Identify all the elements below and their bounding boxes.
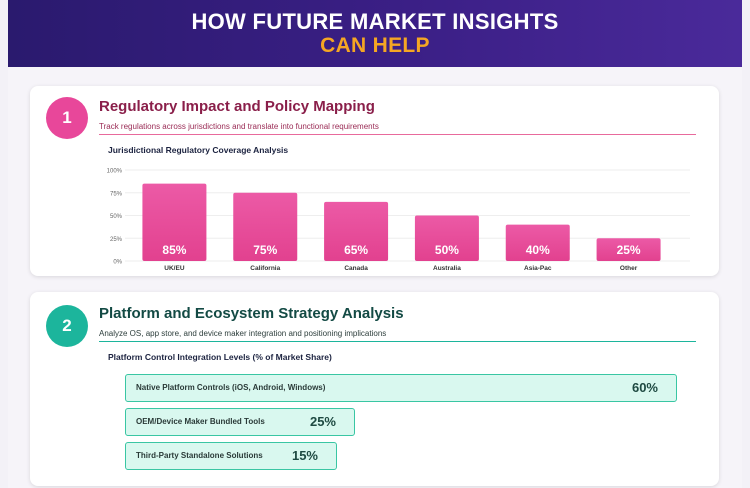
bar xyxy=(142,183,207,261)
section-number-badge: 1 xyxy=(46,97,88,139)
hbar: Native Platform Controls (iOS, Android, … xyxy=(125,374,677,402)
hbar: OEM/Device Maker Bundled Tools 25% xyxy=(125,408,355,436)
bar-value-label: 50% xyxy=(435,243,459,257)
hbar-category-label: OEM/Device Maker Bundled Tools xyxy=(136,417,265,426)
bar-value-label: 25% xyxy=(617,243,641,257)
y-tick-label: 50% xyxy=(110,214,123,220)
y-tick-label: 75% xyxy=(110,191,123,197)
y-tick-label: 0% xyxy=(113,260,122,266)
x-category-label: Asia-Pac xyxy=(524,265,552,272)
coverage-bar-chart: 0% 25% 50% 75% 100% 85% UK/EU 75% California 65% C… xyxy=(107,169,690,272)
section-subtitle: Analyze OS, app store, and device maker … xyxy=(99,329,387,338)
hbar-value-label: 15% xyxy=(291,448,318,463)
section-title: Platform and Ecosystem Strategy Analysis xyxy=(99,305,404,322)
hbar-value-label: 25% xyxy=(309,414,336,429)
bar xyxy=(324,201,389,261)
bar-value-label: 85% xyxy=(162,243,186,257)
section-card-regulatory: 1 Regulatory Impact and Policy Mapping T… xyxy=(30,86,719,276)
y-tick-label: 100% xyxy=(107,169,123,175)
x-category-label: UK/EU xyxy=(164,265,185,272)
x-category-label: Australia xyxy=(433,265,461,272)
section-subtitle: Track regulations across jurisdictions a… xyxy=(99,122,379,131)
header-title: HOW FUTURE MARKET INSIGHTS xyxy=(191,9,559,34)
page-header: HOW FUTURE MARKET INSIGHTS CAN HELP xyxy=(8,0,742,67)
bar xyxy=(414,215,479,261)
section-card-platform: 2 Platform and Ecosystem Strategy Analys… xyxy=(30,292,719,486)
chart-title: Platform Control Integration Levels (% o… xyxy=(108,352,332,362)
x-category-label: California xyxy=(250,265,280,272)
bar-value-label: 65% xyxy=(344,243,368,257)
x-category-label: Canada xyxy=(344,265,368,272)
bar xyxy=(505,224,570,261)
bar xyxy=(233,192,298,261)
hbar-category-label: Third-Party Standalone Solutions xyxy=(136,451,263,460)
section-title: Regulatory Impact and Policy Mapping xyxy=(99,98,375,115)
hbar-category-label: Native Platform Controls (iOS, Android, … xyxy=(136,383,326,392)
y-tick-label: 25% xyxy=(110,237,123,243)
hbar-value-label: 60% xyxy=(631,380,658,395)
section-divider xyxy=(99,134,696,135)
hbar: Third-Party Standalone Solutions 15% xyxy=(125,442,337,470)
x-category-label: Other xyxy=(620,265,638,272)
section-number-badge: 2 xyxy=(46,305,88,347)
section-divider xyxy=(99,341,696,342)
header-subtitle: CAN HELP xyxy=(320,34,430,57)
bar-value-label: 75% xyxy=(253,243,277,257)
bar xyxy=(596,238,661,261)
chart-title: Jurisdictional Regulatory Coverage Analy… xyxy=(108,145,289,155)
bar-value-label: 40% xyxy=(526,243,550,257)
